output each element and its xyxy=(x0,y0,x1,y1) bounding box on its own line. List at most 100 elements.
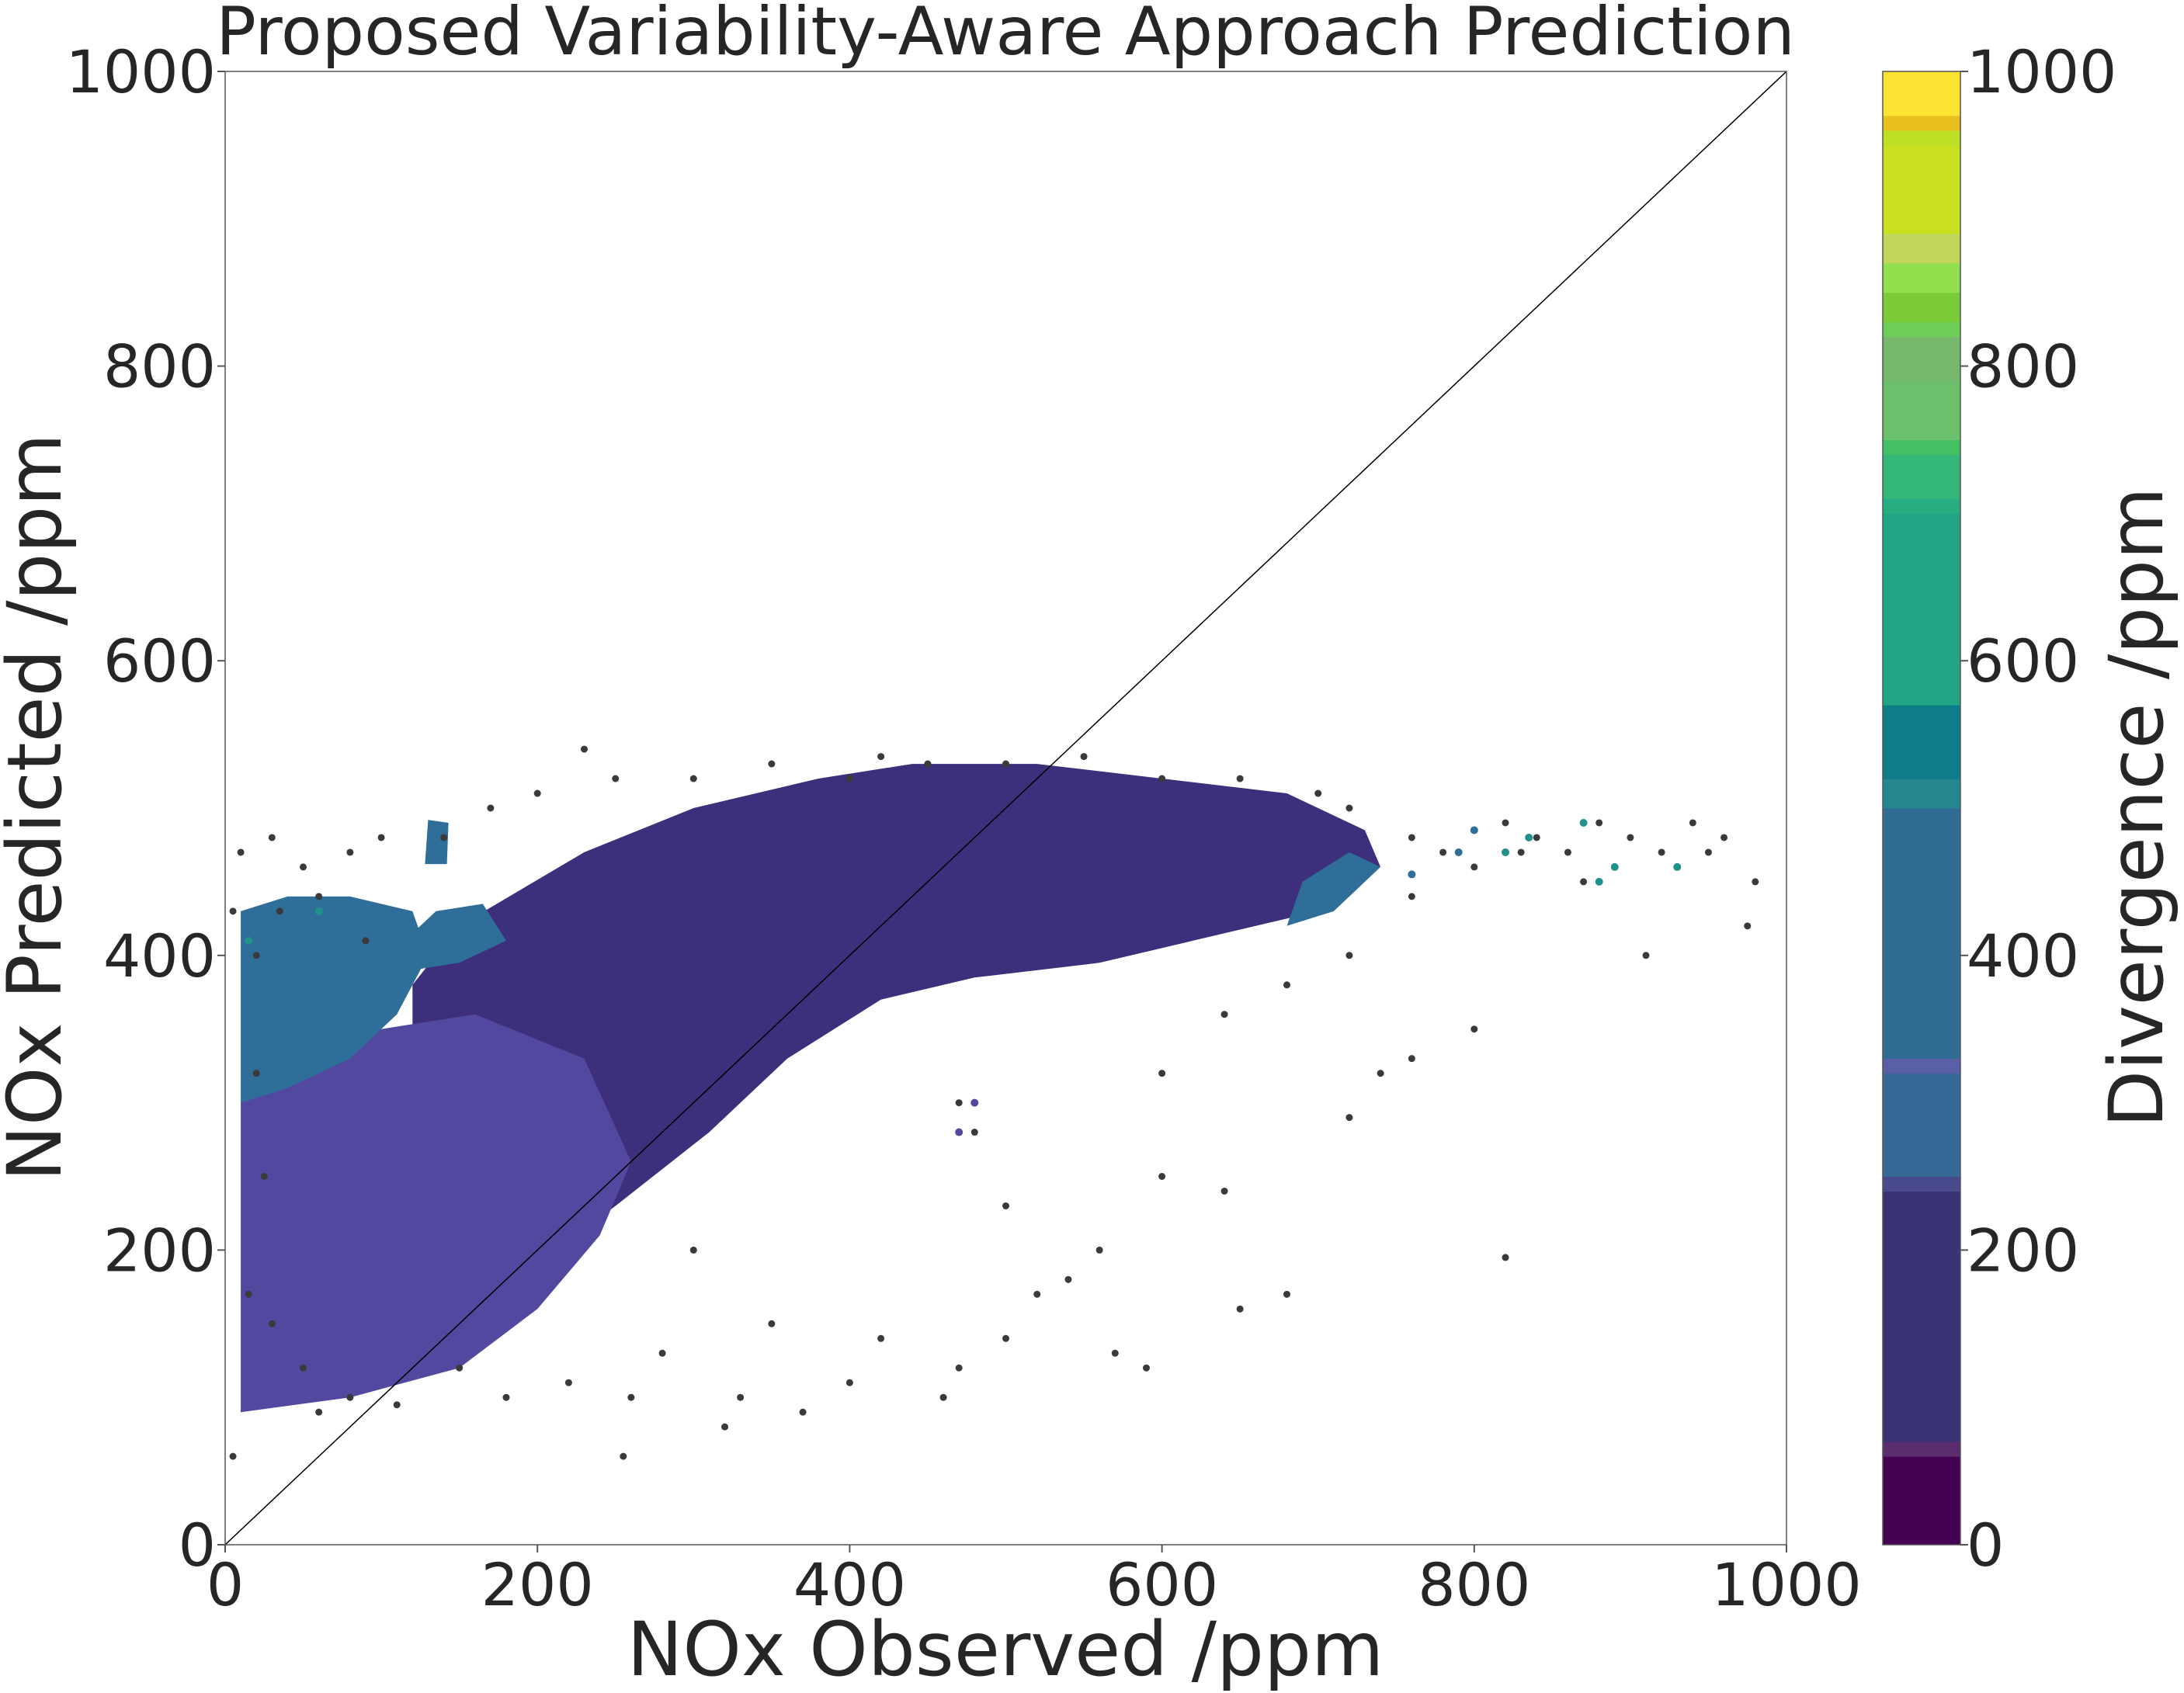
scatter-point-53 xyxy=(1689,819,1696,827)
colorbar-band-9 xyxy=(1883,513,1960,706)
colorbar-band-20 xyxy=(1883,130,1960,146)
colorbar-band-21 xyxy=(1883,115,1960,131)
colorbar-frame xyxy=(1882,71,1961,1546)
scatter-point-39 xyxy=(1111,1349,1119,1357)
scatter-point-33 xyxy=(1345,1114,1353,1122)
colorbar-ticks: 0 200 400 600 800 1000 xyxy=(1960,37,2116,1580)
scatter-point-7 xyxy=(245,1290,252,1298)
scatter-point-89 xyxy=(768,1320,776,1327)
scatter-point-49 xyxy=(1564,848,1571,856)
colorbar-band-22 xyxy=(1883,71,1960,116)
scatter-point-40 xyxy=(1158,1070,1166,1077)
scatter-point-2 xyxy=(276,907,283,915)
colorbar-band-3 xyxy=(1883,1176,1960,1192)
scatter-point-45 xyxy=(1439,848,1447,856)
scatter-point-71 xyxy=(768,760,776,768)
region-left-cluster xyxy=(241,896,429,1103)
scatter-point-54 xyxy=(1720,834,1728,841)
scatter-point-82 xyxy=(237,848,245,856)
colorbar-bands xyxy=(1883,71,1960,1546)
scatter-point-3 xyxy=(315,893,323,900)
scatter-point-31 xyxy=(1236,1305,1244,1313)
y-tick-label-1: 200 xyxy=(103,1216,216,1285)
colorbar-band-13 xyxy=(1883,380,1960,440)
scatter-point-86 xyxy=(1002,1202,1009,1209)
y-tick-label-3: 600 xyxy=(103,626,216,696)
scatter-point-19 xyxy=(721,1423,729,1431)
colorbar-band-0 xyxy=(1883,1456,1960,1546)
plot-area xyxy=(225,71,1786,1545)
colorbar-label: Divergence /ppm xyxy=(2093,487,2180,1127)
scatter-point-9 xyxy=(300,1364,307,1372)
scatter-point-38 xyxy=(1142,1364,1150,1372)
colorbar-band-8 xyxy=(1883,705,1960,779)
colorbar-band-16 xyxy=(1883,292,1960,323)
scatter-point-52 xyxy=(1658,848,1665,856)
scatter-point-24 xyxy=(939,1393,947,1401)
colorbar-tick-label-0: 0 xyxy=(1967,1511,2004,1580)
scatter-point-14 xyxy=(502,1393,510,1401)
scatter-point-4 xyxy=(362,937,370,945)
colorbar-band-14 xyxy=(1883,336,1960,382)
scatter-point-73 xyxy=(612,775,620,782)
scatter-point-87 xyxy=(1064,1275,1072,1283)
colorbar-band-4 xyxy=(1883,1073,1960,1177)
colorbar-tick-label-4: 800 xyxy=(1967,332,2079,401)
scatter-point-21 xyxy=(799,1408,807,1416)
scatter-point-34 xyxy=(1377,1070,1384,1077)
y-tick-label-4: 800 xyxy=(103,332,216,401)
scatter-point-77 xyxy=(440,834,448,841)
scatter-point-44 xyxy=(1408,893,1415,900)
scatter-point-75 xyxy=(533,789,541,797)
region-left-fringe xyxy=(241,1014,631,1413)
colorbar-band-5 xyxy=(1883,1058,1960,1074)
scatter-point-35 xyxy=(1408,1055,1415,1063)
scatter-point-42 xyxy=(1283,981,1290,989)
colorbar-band-18 xyxy=(1883,233,1960,264)
x-tick-label-0: 0 xyxy=(207,1550,244,1619)
colorbar-tick-label-3: 600 xyxy=(1967,626,2079,696)
scatter-point-11 xyxy=(346,1393,354,1401)
scatter-point-59 xyxy=(1580,878,1588,886)
colorbar-band-7 xyxy=(1883,779,1960,809)
scatter-point-50 xyxy=(1595,819,1603,827)
region-small-blob xyxy=(425,820,449,865)
scatter-point-43 xyxy=(1345,952,1353,959)
colorbar-tick-label-5: 1000 xyxy=(1967,37,2116,106)
scatter-point-67 xyxy=(1002,760,1009,768)
scatter-point-64 xyxy=(1236,775,1244,782)
colored-point-9 xyxy=(314,907,323,915)
scatter-point-60 xyxy=(1517,848,1525,856)
scatter-point-36 xyxy=(1470,1025,1478,1033)
scatter-point-61 xyxy=(1408,834,1415,841)
scatter-point-29 xyxy=(1158,1173,1166,1180)
scatter-points xyxy=(229,745,1759,1460)
scatter-point-32 xyxy=(1283,1290,1290,1298)
scatter-point-48 xyxy=(1533,834,1540,841)
density-regions xyxy=(241,764,1381,1413)
colorbar-tick-label-1: 200 xyxy=(1967,1216,2079,1285)
scatter-point-78 xyxy=(377,834,385,841)
scatter-point-25 xyxy=(955,1364,963,1372)
scatter-point-85 xyxy=(955,1099,963,1107)
scatter-point-55 xyxy=(1752,878,1759,886)
scatter-point-0 xyxy=(229,907,237,915)
x-tick-label-1: 200 xyxy=(481,1550,594,1619)
colorbar-band-2 xyxy=(1883,1191,1960,1442)
scatter-point-8 xyxy=(268,1320,276,1327)
colorbar-band-6 xyxy=(1883,808,1960,1060)
colorbar-band-12 xyxy=(1883,439,1960,455)
chart-title: Proposed Variability-Aware Approach Pred… xyxy=(216,0,1795,71)
scatter-point-28 xyxy=(1095,1246,1103,1254)
colored-point-2 xyxy=(1673,862,1682,871)
scatter-point-74 xyxy=(581,745,589,753)
x-tick-label-4: 800 xyxy=(1418,1550,1530,1619)
colored-point-7 xyxy=(1470,826,1478,834)
colored-point-11 xyxy=(955,1128,964,1136)
scatter-point-69 xyxy=(877,753,885,761)
colored-point-5 xyxy=(1502,848,1510,856)
scatter-point-56 xyxy=(1744,922,1752,930)
scatter-point-65 xyxy=(1158,775,1166,782)
scatter-point-1 xyxy=(252,952,260,959)
identity-line xyxy=(225,71,1786,1545)
